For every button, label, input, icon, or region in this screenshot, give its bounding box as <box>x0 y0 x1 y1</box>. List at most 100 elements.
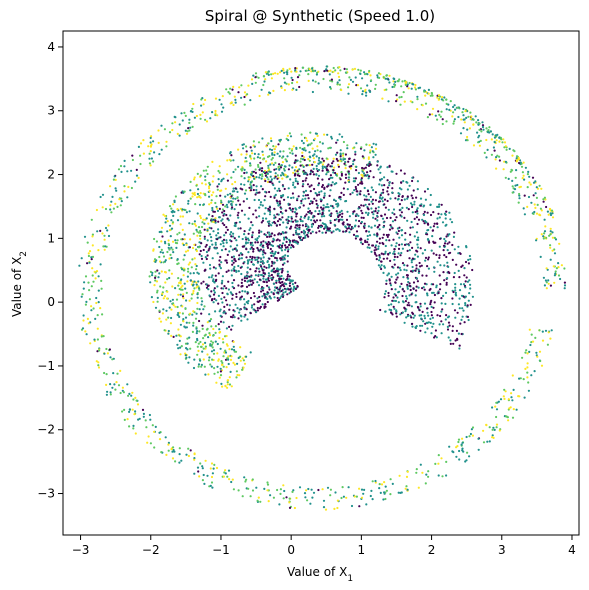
scatter-point <box>207 249 210 252</box>
scatter-point <box>196 192 199 196</box>
scatter-point <box>260 241 263 244</box>
scatter-point <box>234 180 237 184</box>
scatter-point <box>257 163 260 167</box>
scatter-point <box>417 87 420 90</box>
scatter-point <box>464 460 467 463</box>
scatter-point <box>321 222 324 225</box>
scatter-point <box>553 236 557 239</box>
scatter-point <box>173 450 176 453</box>
scatter-point <box>305 223 308 227</box>
scatter-point <box>302 183 305 186</box>
scatter-point <box>232 85 235 88</box>
scatter-point <box>423 302 427 305</box>
scatter-point <box>261 204 264 207</box>
scatter-point <box>233 208 236 211</box>
scatter-point <box>189 189 192 192</box>
scatter-point <box>196 466 200 469</box>
scatter-point <box>347 83 351 86</box>
scatter-point <box>228 376 231 379</box>
scatter-point <box>243 303 246 306</box>
scatter-point <box>164 271 167 274</box>
scatter-point <box>485 127 488 130</box>
scatter-point <box>220 363 224 366</box>
scatter-point <box>439 314 442 318</box>
scatter-point <box>181 284 184 287</box>
scatter-point <box>393 258 396 261</box>
scatter-point <box>296 284 299 288</box>
scatter-point <box>249 243 252 246</box>
scatter-point <box>105 383 108 386</box>
scatter-point <box>200 98 203 101</box>
scatter-point <box>84 275 88 278</box>
scatter-point <box>311 496 314 499</box>
scatter-point <box>168 205 172 208</box>
scatter-point <box>266 483 270 486</box>
scatter-point <box>403 172 406 175</box>
scatter-point <box>427 267 430 270</box>
scatter-point <box>81 327 85 330</box>
scatter-point <box>408 184 411 187</box>
scatter-point <box>226 193 229 196</box>
scatter-point <box>432 306 435 309</box>
scatter-point <box>295 212 299 215</box>
scatter-point <box>204 268 207 271</box>
scatter-point <box>315 73 318 76</box>
scatter-point <box>252 308 255 311</box>
scatter-point <box>193 453 196 456</box>
scatter-point <box>348 215 351 218</box>
scatter-point <box>381 217 385 220</box>
scatter-point <box>539 207 543 210</box>
scatter-point <box>285 209 288 212</box>
scatter-point <box>277 251 280 255</box>
scatter-point <box>240 285 243 288</box>
scatter-point <box>212 301 215 304</box>
scatter-point <box>417 286 420 289</box>
scatter-point <box>236 307 239 310</box>
scatter-point <box>238 374 241 377</box>
scatter-point <box>116 372 119 375</box>
scatter-point <box>549 230 552 233</box>
scatter-point <box>331 181 334 184</box>
scatter-point <box>211 160 214 163</box>
scatter-point <box>401 294 404 298</box>
scatter-point <box>246 318 249 321</box>
scatter-point <box>229 370 232 373</box>
scatter-point <box>374 479 377 483</box>
scatter-point <box>398 78 401 81</box>
scatter-point <box>321 488 324 491</box>
scatter-point <box>225 203 228 206</box>
scatter-point <box>193 220 196 223</box>
scatter-point <box>305 69 308 72</box>
scatter-point <box>509 170 512 173</box>
scatter-point <box>101 232 104 235</box>
scatter-point <box>256 300 259 303</box>
scatter-point <box>372 142 375 145</box>
scatter-point <box>222 106 225 109</box>
scatter-point <box>244 156 247 159</box>
scatter-point <box>494 134 497 137</box>
scatter-point <box>464 139 468 142</box>
scatter-point <box>306 144 309 147</box>
scatter-point <box>390 275 393 278</box>
scatter-point <box>254 258 257 261</box>
scatter-point <box>121 410 124 413</box>
scatter-point <box>485 156 488 159</box>
scatter-point <box>278 239 281 242</box>
scatter-point <box>294 179 297 183</box>
scatter-point <box>150 157 153 160</box>
scatter-point <box>255 216 258 219</box>
scatter-point <box>393 85 396 88</box>
scatter-point <box>259 167 262 170</box>
scatter-point <box>214 243 217 246</box>
scatter-point <box>400 85 403 88</box>
scatter-point <box>490 138 493 141</box>
scatter-point <box>531 340 535 343</box>
scatter-point <box>210 201 213 204</box>
scatter-point <box>427 475 430 478</box>
scatter-point <box>257 76 260 79</box>
scatter-point <box>267 142 270 145</box>
scatter-point <box>210 194 213 197</box>
scatter-point <box>210 239 213 242</box>
scatter-point <box>386 274 389 277</box>
scatter-point <box>466 315 469 318</box>
